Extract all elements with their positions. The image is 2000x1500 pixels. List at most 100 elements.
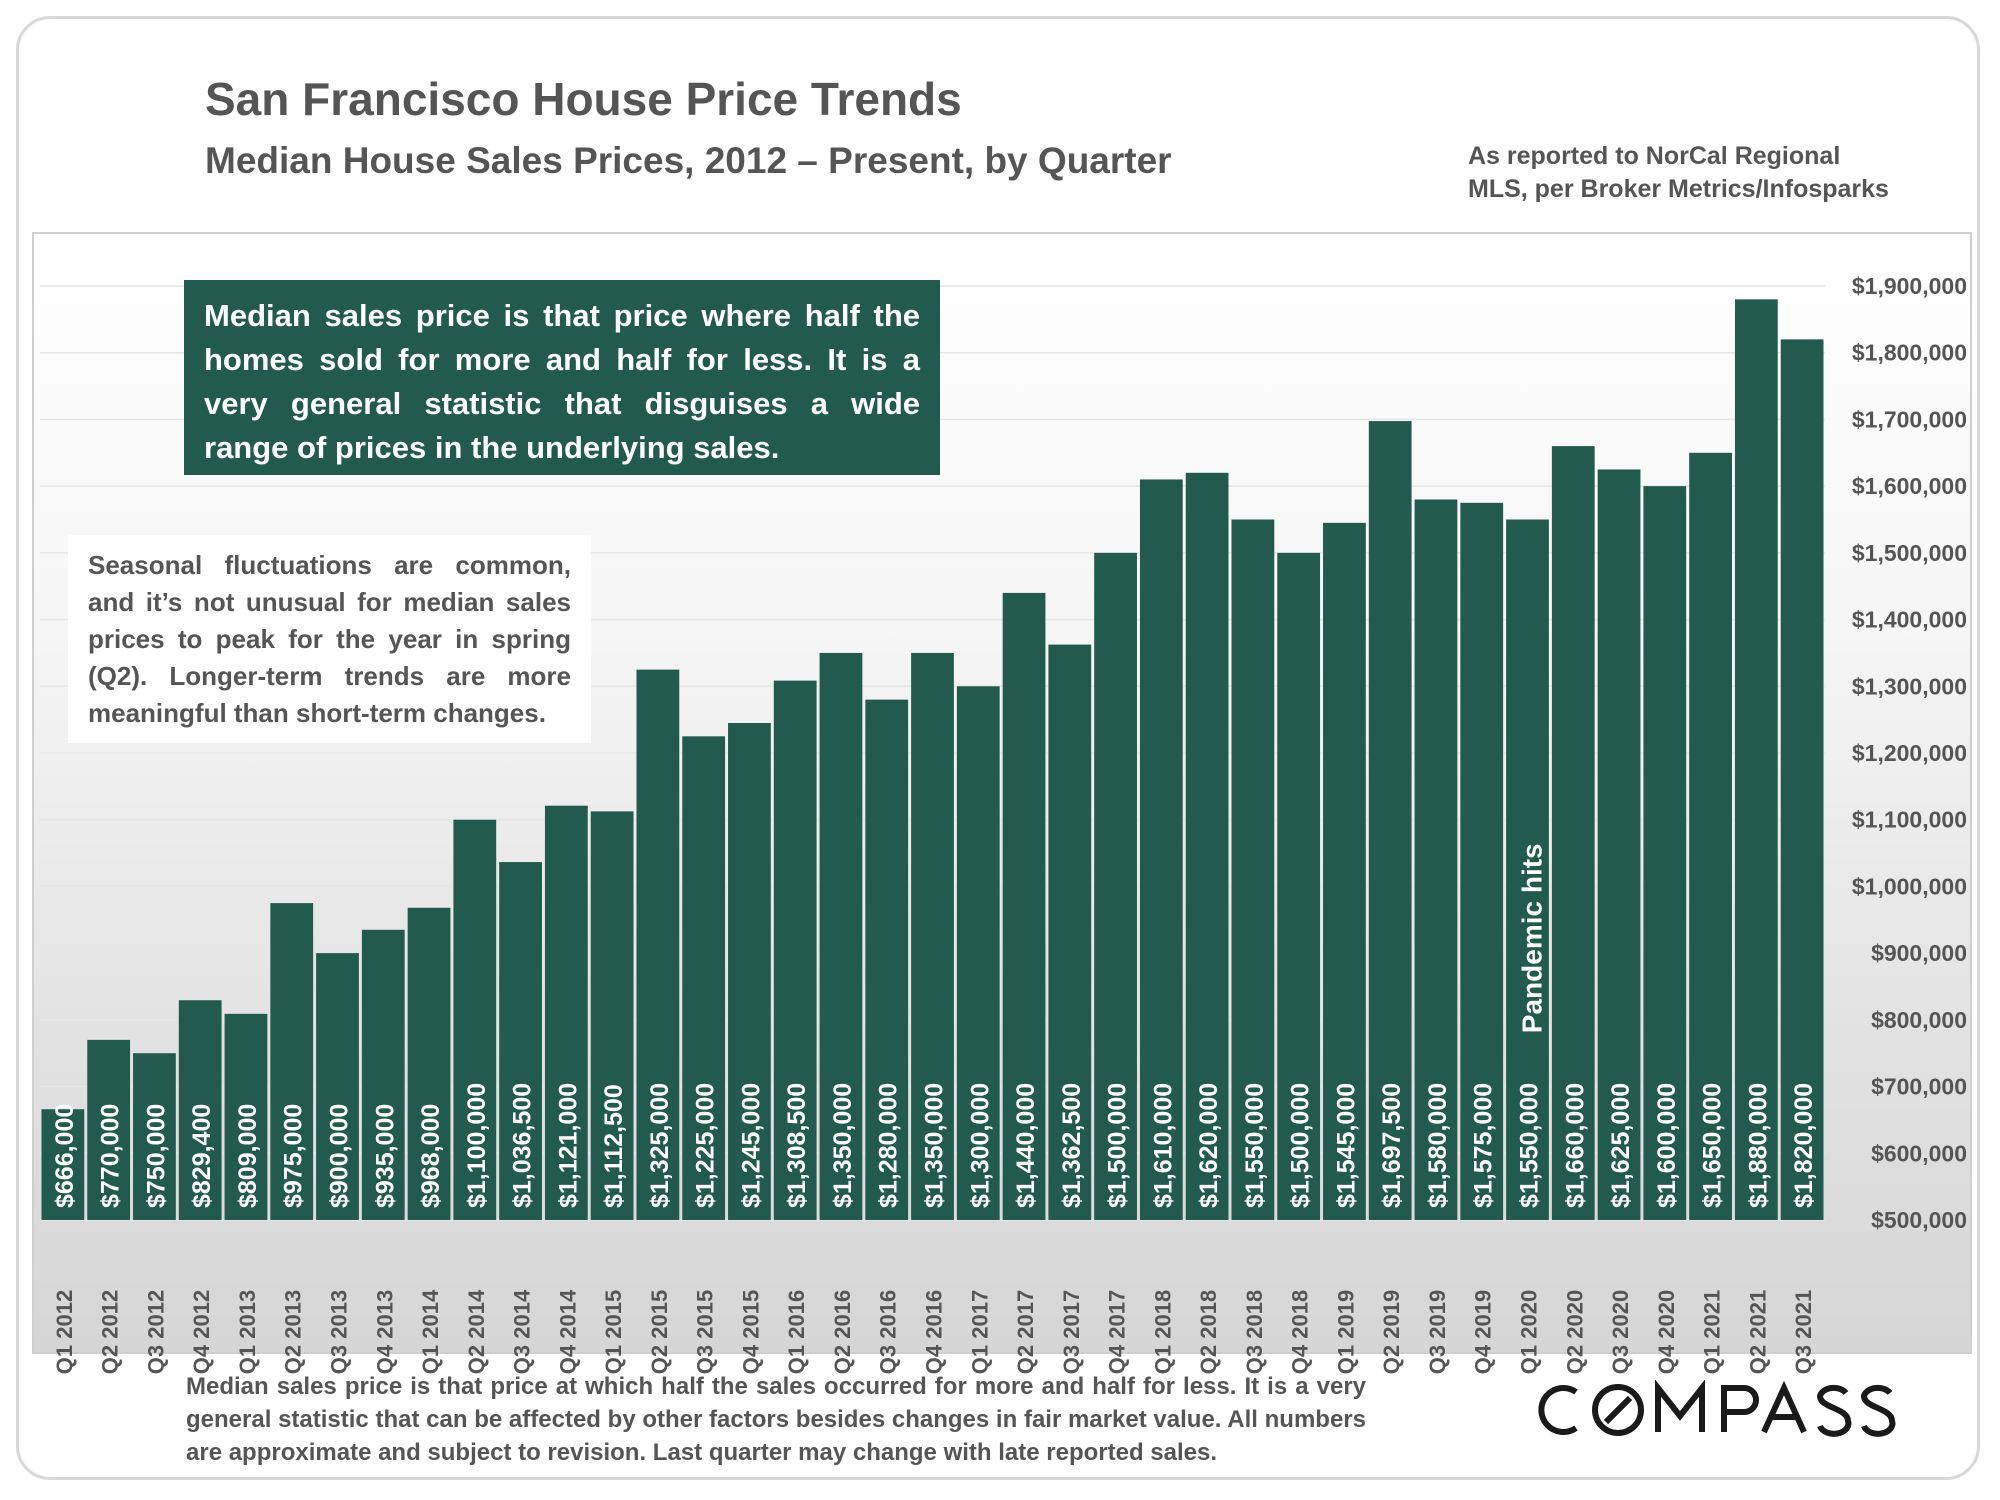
x-tick-label: Q4 2014 bbox=[555, 1289, 580, 1374]
bar bbox=[865, 699, 909, 1220]
x-tick-label: Q3 2021 bbox=[1791, 1290, 1816, 1374]
bar-value-label: $1,350,000 bbox=[829, 1083, 857, 1208]
y-tick-label: $600,000 bbox=[1871, 1140, 1967, 1166]
x-tick-label: Q3 2017 bbox=[1059, 1290, 1084, 1374]
x-tick-label: Q4 2019 bbox=[1471, 1290, 1496, 1374]
bar bbox=[682, 736, 726, 1220]
bar-value-label: $1,545,000 bbox=[1332, 1083, 1360, 1208]
y-tick-label: $1,900,000 bbox=[1852, 273, 1967, 299]
seasonal-fluctuation-callout: Seasonal fluctuations are common, and it… bbox=[68, 535, 591, 743]
x-tick-label: Q2 2018 bbox=[1196, 1290, 1221, 1374]
x-tick-label: Q1 2013 bbox=[235, 1290, 260, 1374]
bar-value-label: $1,550,000 bbox=[1516, 1083, 1544, 1208]
median-explanation-callout: Median sales price is that price where h… bbox=[184, 280, 940, 475]
source-note: As reported to NorCal Regional MLS, per … bbox=[1468, 140, 1928, 206]
bar-value-label: $829,400 bbox=[188, 1104, 216, 1208]
bar-value-label: $1,575,000 bbox=[1470, 1083, 1498, 1208]
y-tick-label: $1,500,000 bbox=[1852, 540, 1967, 566]
bar bbox=[1506, 519, 1549, 1220]
x-tick-label: Q2 2013 bbox=[281, 1290, 306, 1374]
bar bbox=[1185, 472, 1229, 1220]
x-tick-label: Q2 2019 bbox=[1379, 1290, 1404, 1374]
bar bbox=[316, 953, 359, 1220]
bar-value-label: $1,225,000 bbox=[692, 1083, 720, 1208]
y-tick-label: $1,800,000 bbox=[1852, 340, 1967, 366]
x-tick-label: Q2 2020 bbox=[1562, 1290, 1587, 1374]
bar bbox=[1460, 502, 1504, 1221]
y-tick-label: $1,200,000 bbox=[1852, 740, 1967, 766]
bar-value-label: $1,650,000 bbox=[1699, 1083, 1727, 1208]
y-tick-label: $500,000 bbox=[1871, 1207, 1967, 1233]
x-tick-label: Q2 2014 bbox=[464, 1289, 489, 1374]
x-tick-label: Q3 2020 bbox=[1608, 1290, 1633, 1374]
x-tick-label: Q4 2018 bbox=[1288, 1290, 1313, 1374]
bar bbox=[1277, 552, 1321, 1220]
bar-value-label: $1,121,000 bbox=[554, 1083, 582, 1208]
bar bbox=[773, 680, 817, 1220]
y-tick-label: $1,700,000 bbox=[1852, 406, 1967, 432]
bar-value-label: $1,440,000 bbox=[1012, 1083, 1040, 1208]
x-tick-label: Q1 2017 bbox=[967, 1290, 992, 1374]
bar bbox=[1139, 479, 1183, 1220]
source-note-line-1: As reported to NorCal Regional bbox=[1468, 142, 1841, 170]
bar bbox=[1551, 446, 1595, 1221]
bar-value-label: $1,280,000 bbox=[875, 1083, 903, 1208]
bar bbox=[87, 1039, 131, 1220]
x-tick-label: Q4 2015 bbox=[738, 1290, 763, 1374]
x-tick-label: Q4 2016 bbox=[922, 1290, 947, 1374]
y-tick-label: $1,000,000 bbox=[1852, 873, 1967, 899]
bar bbox=[1734, 299, 1778, 1220]
x-tick-label: Q3 2012 bbox=[143, 1290, 168, 1374]
bar bbox=[270, 903, 314, 1220]
y-tick-label: $1,600,000 bbox=[1852, 473, 1967, 499]
x-tick-label: Q3 2016 bbox=[876, 1290, 901, 1374]
x-tick-label: Q1 2015 bbox=[601, 1290, 626, 1374]
x-tick-label: Q4 2020 bbox=[1654, 1290, 1679, 1374]
bar-value-label: $1,697,500 bbox=[1378, 1083, 1406, 1208]
bar-value-label: $1,880,000 bbox=[1744, 1083, 1772, 1208]
bar-value-label: $968,000 bbox=[417, 1104, 445, 1208]
bar-value-label: $1,600,000 bbox=[1653, 1083, 1681, 1208]
y-tick-label: $700,000 bbox=[1871, 1074, 1967, 1100]
x-tick-label: Q3 2015 bbox=[693, 1290, 718, 1374]
y-tick-label: $1,100,000 bbox=[1852, 807, 1967, 833]
bar bbox=[499, 862, 542, 1220]
x-tick-label: Q4 2013 bbox=[372, 1290, 397, 1374]
x-tick-label: Q1 2012 bbox=[52, 1290, 77, 1374]
bar-value-label: $1,362,500 bbox=[1058, 1083, 1086, 1208]
y-tick-label: $1,400,000 bbox=[1852, 607, 1967, 633]
bar-value-label: $1,550,000 bbox=[1241, 1083, 1269, 1208]
bar bbox=[133, 1053, 176, 1220]
bar-value-label: $1,112,500 bbox=[600, 1084, 628, 1208]
bar-value-label: $666,000 bbox=[51, 1104, 79, 1208]
bar-value-label: $1,036,500 bbox=[509, 1083, 537, 1208]
bar-value-label: $935,000 bbox=[371, 1104, 399, 1208]
x-tick-label: Q2 2017 bbox=[1013, 1290, 1038, 1374]
chart-subtitle: Median House Sales Prices, 2012 – Presen… bbox=[205, 140, 1172, 181]
bar bbox=[41, 1109, 85, 1220]
bar bbox=[1689, 452, 1732, 1220]
bar-value-label: $1,660,000 bbox=[1561, 1083, 1589, 1208]
bar bbox=[178, 1000, 222, 1220]
y-tick-label: $800,000 bbox=[1871, 1007, 1967, 1033]
bar-value-label: $809,000 bbox=[234, 1104, 262, 1208]
bar-value-label: $1,610,000 bbox=[1149, 1083, 1177, 1208]
bar bbox=[1597, 469, 1641, 1220]
bar-value-label: $1,245,000 bbox=[737, 1083, 765, 1208]
x-tick-label: Q1 2016 bbox=[784, 1290, 809, 1374]
bar bbox=[1780, 339, 1824, 1220]
bar bbox=[544, 805, 588, 1220]
bar bbox=[1643, 486, 1687, 1221]
x-tick-label: Q1 2021 bbox=[1700, 1290, 1725, 1374]
bar bbox=[636, 669, 680, 1220]
bar bbox=[407, 907, 451, 1220]
bar-value-label: $1,500,000 bbox=[1104, 1083, 1132, 1208]
x-tick-label: Q4 2012 bbox=[189, 1290, 214, 1374]
bar-value-label: $1,100,000 bbox=[463, 1083, 491, 1208]
x-tick-label: Q3 2013 bbox=[327, 1290, 352, 1374]
bar-value-label: $750,000 bbox=[142, 1104, 170, 1208]
bar bbox=[224, 1013, 268, 1220]
x-tick-label: Q3 2019 bbox=[1425, 1290, 1450, 1374]
x-tick-label: Q1 2020 bbox=[1517, 1290, 1542, 1374]
